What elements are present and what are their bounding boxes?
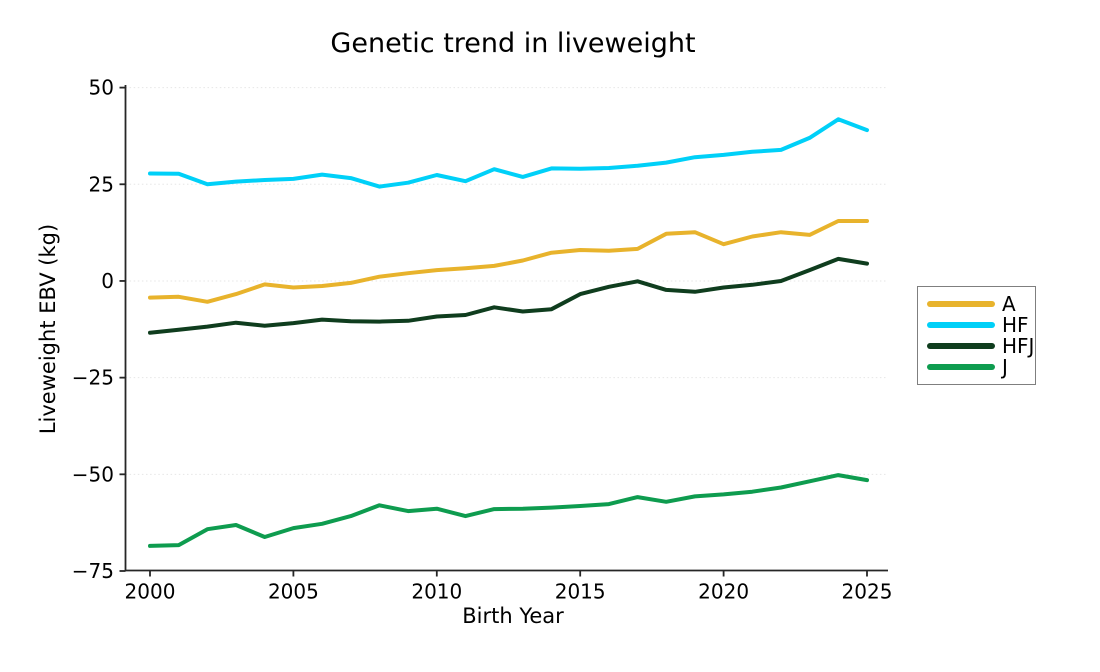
y-tick-label--75: −75 — [72, 559, 114, 583]
legend-label-A: A — [1002, 292, 1016, 317]
legend: A HF HFJ J — [917, 286, 1036, 385]
series-line-HF — [148, 117, 869, 189]
legend-item-HF: HF — [927, 315, 1029, 335]
y-tick-label-25: 25 — [89, 172, 114, 196]
y-tick-label--50: −50 — [72, 462, 114, 486]
y-tick-label-50: 50 — [89, 76, 114, 100]
x-tick-label-2000: 2000 — [125, 580, 176, 604]
legend-swatch-A — [927, 301, 995, 308]
series-line-A — [148, 219, 869, 304]
legend-item-J: J — [927, 357, 1029, 377]
axis-spines — [124, 85, 888, 572]
legend-swatch-HFJ — [927, 342, 995, 349]
legend-label-HFJ: HFJ — [1002, 333, 1035, 358]
legend-label-HF: HF — [1002, 313, 1029, 338]
legend-item-HFJ: HFJ — [927, 336, 1034, 356]
legend-item-A: A — [927, 294, 1029, 314]
x-tick-label-2025: 2025 — [842, 580, 893, 604]
x-axis-label: Birth Year — [462, 604, 564, 628]
legend-label-J: J — [1002, 354, 1008, 379]
series-line-J — [148, 473, 869, 548]
series-line-HFJ — [148, 256, 869, 335]
y-tick-label--25: −25 — [72, 366, 114, 390]
y-tick-label-0: 0 — [101, 269, 114, 293]
x-tick-label-2020: 2020 — [698, 580, 749, 604]
legend-swatch-J — [927, 363, 995, 370]
x-tick-label-2005: 2005 — [268, 580, 319, 604]
legend-swatch-HF — [927, 322, 995, 329]
chart-title: Genetic trend in liveweight — [330, 28, 696, 59]
x-tick-label-2010: 2010 — [411, 580, 462, 604]
x-tick-label-2015: 2015 — [555, 580, 606, 604]
